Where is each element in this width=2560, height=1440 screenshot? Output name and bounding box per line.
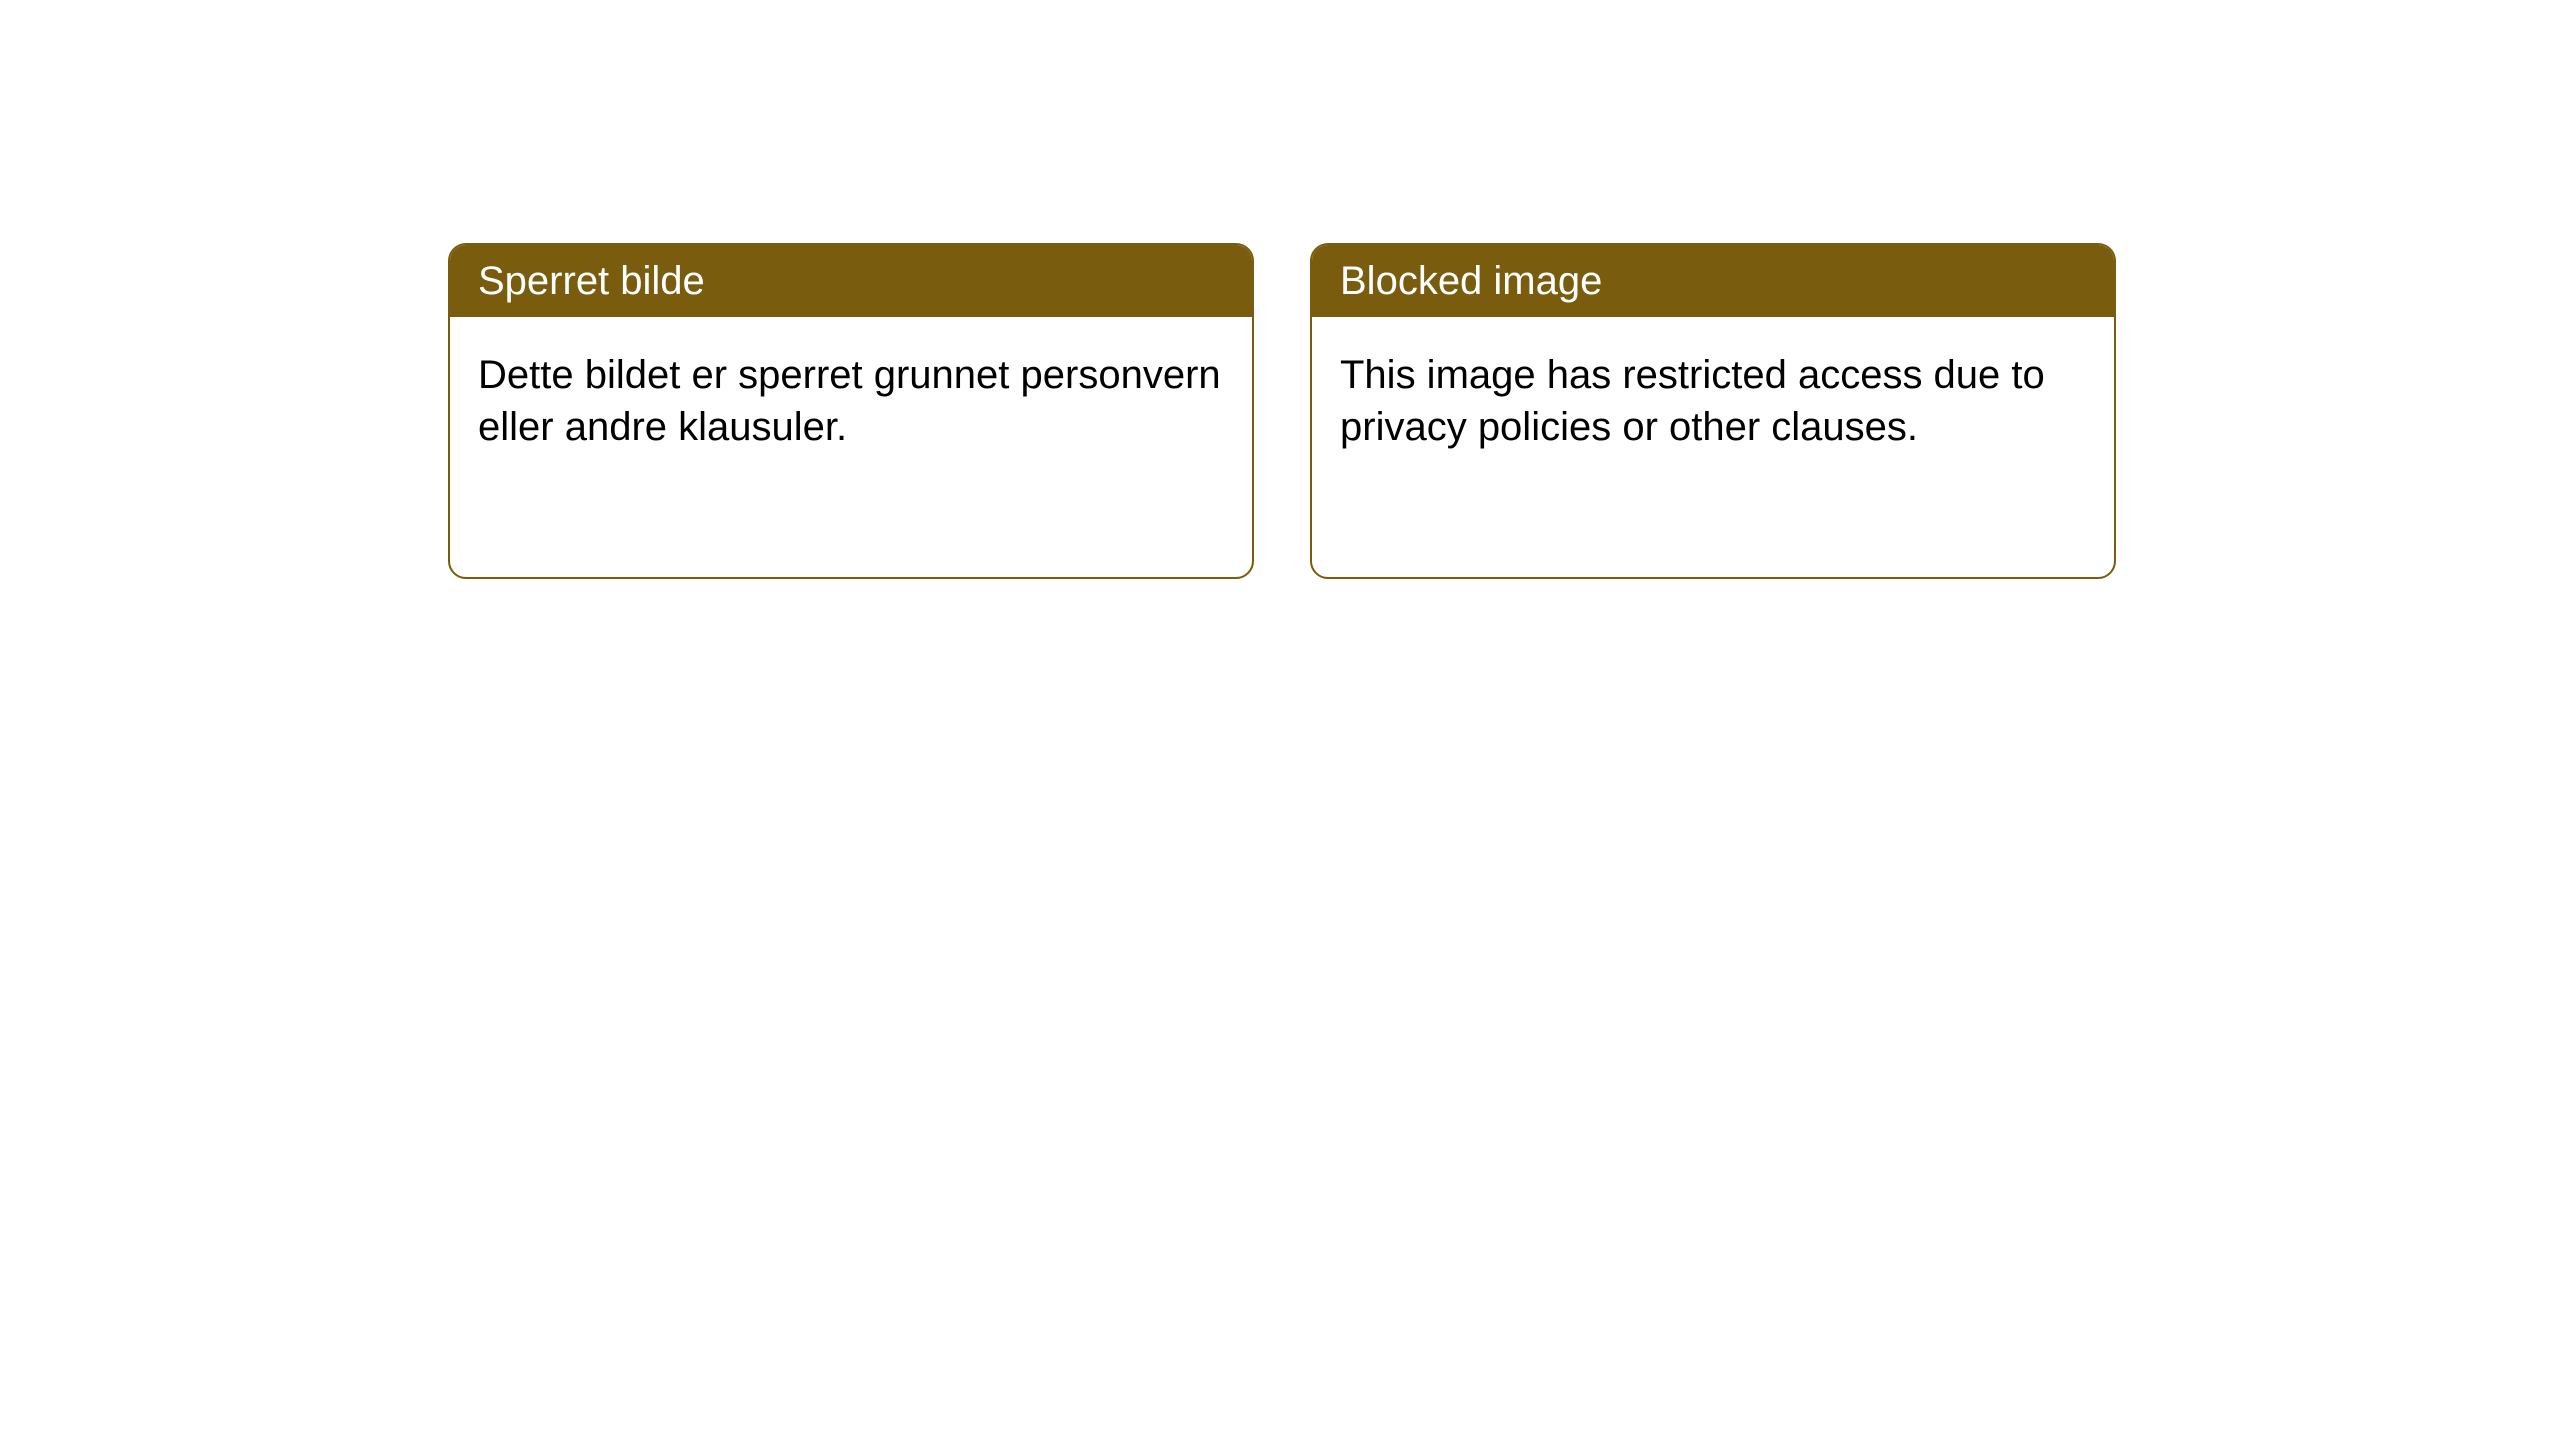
notice-card-norwegian: Sperret bilde Dette bildet er sperret gr… (448, 243, 1254, 579)
notice-body-text: Dette bildet er sperret grunnet personve… (478, 353, 1221, 449)
notice-card-english: Blocked image This image has restricted … (1310, 243, 2116, 579)
notice-title: Blocked image (1340, 259, 1602, 303)
notice-body-text: This image has restricted access due to … (1340, 353, 2045, 449)
notice-container: Sperret bilde Dette bildet er sperret gr… (448, 243, 2116, 579)
notice-body: Dette bildet er sperret grunnet personve… (450, 317, 1252, 485)
notice-header: Blocked image (1312, 245, 2114, 317)
notice-body: This image has restricted access due to … (1312, 317, 2114, 485)
notice-title: Sperret bilde (478, 259, 705, 303)
notice-header: Sperret bilde (450, 245, 1252, 317)
